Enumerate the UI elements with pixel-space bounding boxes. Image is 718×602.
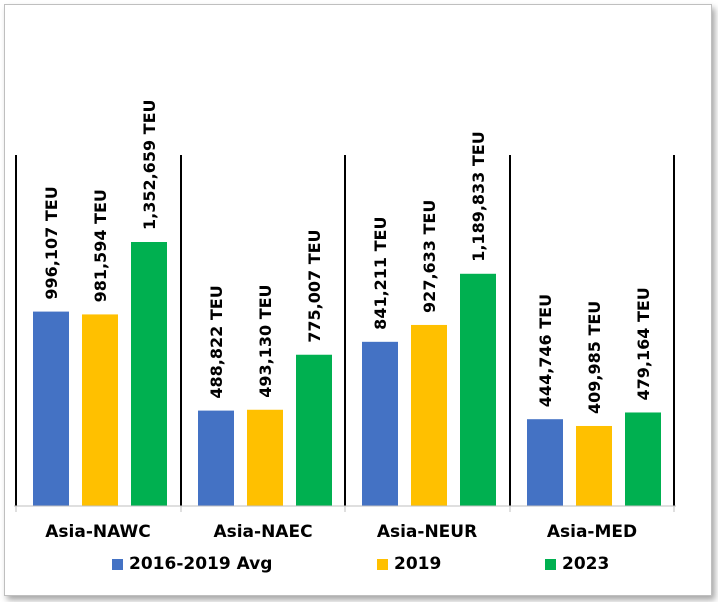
bar-1-asia-med — [527, 419, 563, 506]
category-label: Asia-NAEC — [213, 522, 312, 542]
legend-label: 2016-2019 Avg — [129, 554, 273, 574]
legend-label: 2019 — [394, 554, 442, 574]
bar-3-asia-neur — [460, 273, 496, 506]
legend-item: 2023 — [545, 554, 609, 574]
category-label: Asia-NEUR — [377, 522, 477, 542]
category-label: Asia-MED — [547, 522, 637, 542]
bar-2-asia-neur — [411, 324, 447, 506]
bar-3-asia-naec — [296, 354, 332, 506]
bar-2-asia-nawc — [82, 314, 118, 506]
bar-2-asia-med — [576, 425, 612, 506]
data-label: 488,822 TEU — [207, 285, 226, 398]
legend-label: 2023 — [562, 554, 610, 574]
data-label: 493,130 TEU — [256, 284, 275, 397]
legend-item: 2019 — [377, 554, 441, 574]
data-label: 479,164 TEU — [634, 287, 653, 400]
data-label: 841,211 TEU — [371, 217, 390, 330]
bar-2-asia-naec — [247, 409, 283, 506]
legend-swatch — [112, 558, 123, 570]
bar-3-asia-nawc — [131, 242, 167, 506]
data-label: 409,985 TEU — [585, 301, 604, 414]
bar-3-asia-med — [625, 412, 661, 506]
data-label: 996,107 TEU — [42, 186, 61, 299]
data-label: 1,189,833 TEU — [469, 131, 488, 262]
data-label: 444,746 TEU — [536, 294, 555, 407]
bar-1-asia-neur — [362, 341, 398, 506]
chart-legend: 2016-2019 Avg 2019 2023 — [0, 548, 718, 578]
legend-item: 2016-2019 Avg — [112, 554, 272, 574]
data-label: 927,633 TEU — [420, 200, 439, 313]
data-label: 981,594 TEU — [91, 189, 110, 302]
bar-1-asia-naec — [198, 410, 234, 506]
data-label: 775,007 TEU — [305, 229, 324, 342]
legend-swatch — [545, 558, 556, 570]
data-label: 1,352,659 TEU — [140, 100, 159, 231]
bar-1-asia-nawc — [33, 311, 69, 506]
category-label: Asia-NAWC — [45, 522, 150, 542]
legend-swatch — [377, 558, 388, 570]
